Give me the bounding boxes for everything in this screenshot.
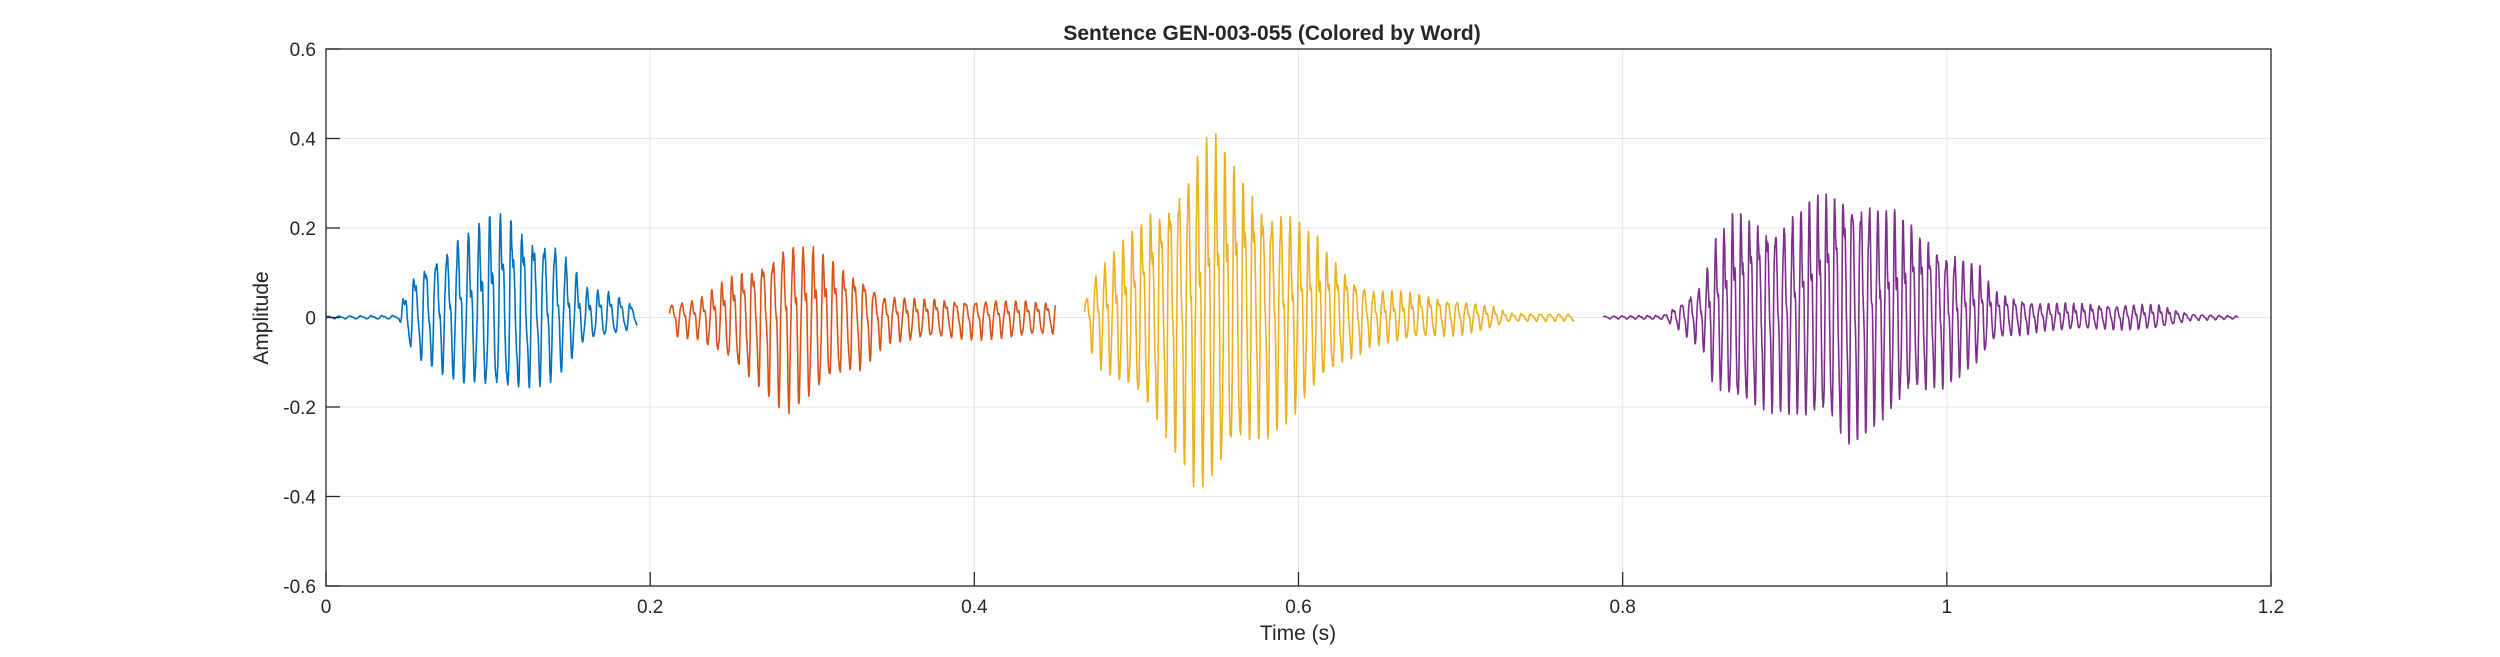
y-axis-label: Amplitude [250, 271, 273, 364]
word-waveform-4 [1602, 193, 2239, 445]
x-tick-label: 1 [1942, 597, 1953, 618]
y-axis-ticks: -0.6 -0.4 -0.2 0 0.2 0.4 0.6 [283, 40, 340, 598]
x-axis-ticks: 0 0.2 0.4 0.6 0.8 1 1.2 [321, 572, 2284, 618]
y-tick-label: -0.4 [283, 488, 316, 509]
word-waveform-2 [668, 245, 1057, 415]
chart-title: Sentence GEN-003-055 (Colored by Word) [1063, 22, 1480, 45]
y-tick-label: -0.2 [283, 398, 316, 419]
word-waveform-3 [1083, 132, 1575, 488]
x-axis-label: Time (s) [1260, 622, 1336, 645]
x-tick-label: 1.2 [2258, 597, 2284, 618]
x-tick-label: 0.4 [961, 597, 988, 618]
waveform-series [325, 132, 2239, 488]
x-tick-label: 0.8 [1609, 597, 1635, 618]
x-tick-label: 0 [321, 597, 332, 618]
y-tick-label: -0.6 [283, 577, 316, 598]
y-tick-label: 0.2 [290, 219, 316, 240]
y-tick-label: 0.6 [290, 40, 316, 61]
word-waveform-1 [325, 212, 638, 389]
y-tick-label: 0 [305, 309, 316, 330]
x-tick-label: 0.2 [637, 597, 663, 618]
y-tick-label: 0.4 [290, 130, 317, 151]
x-tick-label: 0.6 [1285, 597, 1311, 618]
